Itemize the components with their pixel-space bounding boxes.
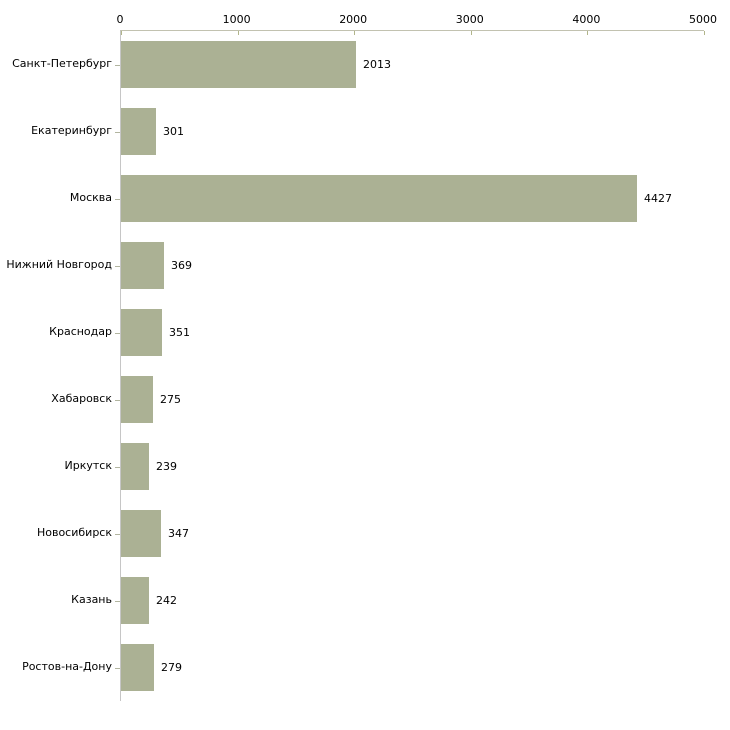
bar — [121, 309, 162, 356]
bar — [121, 510, 161, 557]
category-label: Иркутск — [64, 459, 112, 472]
bar — [121, 41, 356, 88]
y-axis-tick-mark — [115, 266, 120, 267]
value-label: 242 — [156, 594, 177, 607]
category-label: Ростов-на-Дону — [22, 660, 112, 673]
y-axis-tick-mark — [115, 199, 120, 200]
bar — [121, 376, 153, 423]
value-label: 369 — [171, 259, 192, 272]
value-label: 2013 — [363, 58, 391, 71]
category-label: Москва — [69, 191, 112, 204]
category-label: Новосибирск — [36, 526, 112, 539]
x-axis-tick-label: 5000 — [689, 13, 717, 26]
category-label: Краснодар — [49, 325, 112, 338]
category-label: Екатеринбург — [31, 124, 112, 137]
bar — [121, 108, 156, 155]
category-label: Санкт-Петербург — [12, 57, 112, 70]
x-axis-tick-mark — [354, 31, 355, 35]
bar — [121, 644, 154, 691]
y-axis-tick-mark — [115, 601, 120, 602]
bar — [121, 242, 164, 289]
value-label: 275 — [160, 393, 181, 406]
value-label: 279 — [161, 661, 182, 674]
x-axis-tick-label: 0 — [116, 13, 124, 26]
y-axis-tick-mark — [115, 400, 120, 401]
x-axis-tick-label: 2000 — [339, 13, 368, 26]
x-axis-tick-label: 4000 — [572, 13, 601, 26]
category-label: Хабаровск — [51, 392, 112, 405]
x-axis-tick-mark — [121, 31, 122, 35]
x-axis-tick-label: 1000 — [222, 13, 251, 26]
value-label: 347 — [168, 527, 189, 540]
x-axis-tick-mark — [587, 31, 588, 35]
y-axis-tick-mark — [115, 132, 120, 133]
y-axis-tick-mark — [115, 333, 120, 334]
bar — [121, 443, 149, 490]
y-axis-tick-mark — [115, 668, 120, 669]
y-axis-tick-mark — [115, 534, 120, 535]
category-label: Казань — [71, 593, 112, 606]
x-axis-tick-mark — [238, 31, 239, 35]
plot-area: 2013 301 4427 369 351 275 239 347 242 279 — [115, 30, 705, 701]
value-label: 4427 — [644, 192, 672, 205]
value-label: 301 — [163, 125, 184, 138]
y-axis-tick-mark — [115, 467, 120, 468]
bar — [121, 175, 637, 222]
value-label: 239 — [156, 460, 177, 473]
x-axis-tick-mark — [471, 31, 472, 35]
category-label: Нижний Новгород — [6, 258, 112, 271]
x-axis-tick-mark — [704, 31, 705, 35]
x-axis-tick-label: 3000 — [455, 13, 484, 26]
value-label: 351 — [169, 326, 190, 339]
y-axis-tick-mark — [115, 65, 120, 66]
bar — [121, 577, 149, 624]
